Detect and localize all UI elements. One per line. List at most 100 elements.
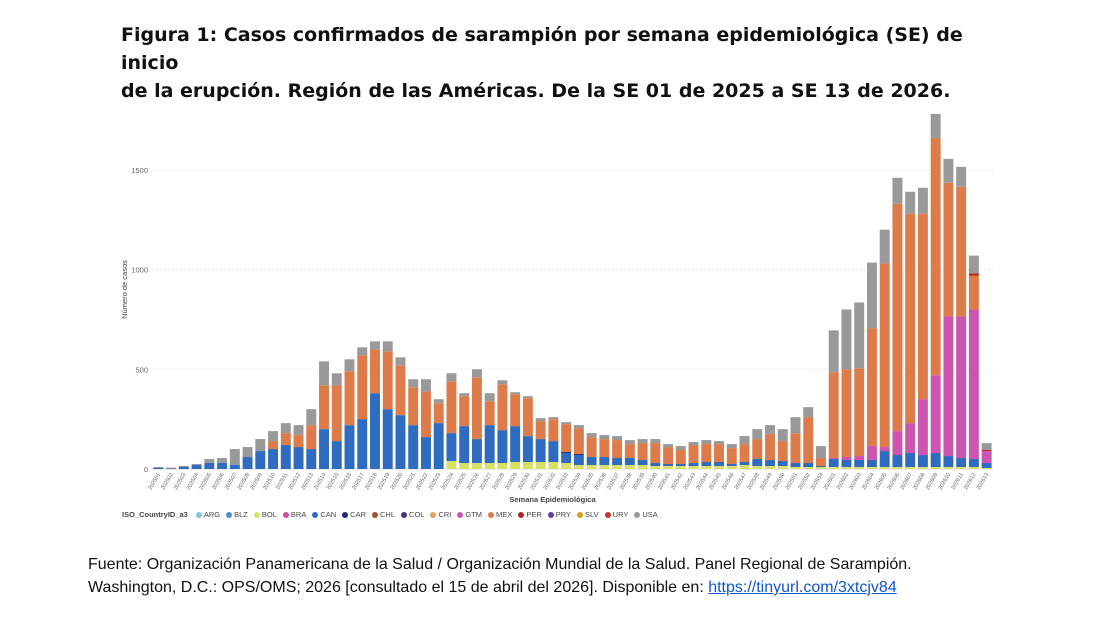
legend-item-ARG: ARG (195, 510, 221, 519)
source-line-1: Fuente: Organización Panamericana de la … (88, 556, 912, 573)
bar-MEX-202603 (854, 368, 865, 457)
legend-title: ISO_CountryID_a3 (122, 510, 188, 519)
bar-CAN-202538 (624, 458, 635, 466)
bar-CAN-202542 (675, 464, 686, 467)
bar-USA-202527 (484, 393, 495, 402)
bar-CAN-202603 (854, 460, 865, 468)
bar-CAN-202549 (765, 460, 775, 467)
bar-BOL-202543 (688, 466, 699, 469)
bar-MEX-202525 (459, 396, 470, 427)
legend-swatch-CRI (430, 511, 437, 518)
bar-USA-202601 (828, 330, 839, 373)
bar-USA-202613 (981, 443, 992, 451)
bar-MEX-202541 (663, 447, 674, 465)
legend-label-PRY: PRY (555, 510, 572, 519)
bar-CAN-202521 (408, 425, 419, 469)
bar-USA-202528 (497, 380, 508, 385)
legend-swatch-BRA (282, 511, 289, 518)
bar-CAN-202552 (803, 463, 814, 468)
bar-GTM-202601 (828, 458, 839, 460)
bar-MEX-202550 (777, 441, 788, 462)
bar-MEX-202546 (726, 448, 737, 465)
bar-USA-202521 (408, 379, 419, 388)
bar-CAN-202519 (382, 409, 393, 469)
bar-CAN-202610 (943, 456, 954, 468)
bar-CAN-202605 (879, 451, 890, 468)
bar-USA-202516 (344, 359, 355, 372)
bar-MEX-202602 (841, 369, 852, 458)
bar-GTM-202604 (866, 446, 877, 461)
bar-MEX-202607 (905, 213, 916, 424)
bar-BOL-202547 (739, 465, 750, 469)
legend-label-CAN: CAN (320, 510, 337, 519)
bar-CAN-202513 (306, 449, 317, 469)
bar-MEX-202551 (790, 433, 801, 464)
bar-MEX-202608 (917, 213, 928, 400)
bar-USA-202552 (803, 407, 814, 418)
bar-USA-202539 (637, 439, 648, 444)
bar-USA-202611 (956, 166, 967, 187)
bar-MEX-202537 (612, 440, 623, 459)
figure-title-line-1: Figura 1: Casos confirmados de sarampión… (121, 24, 963, 74)
bar-BOL-202528 (497, 463, 508, 469)
bar-CAN-202509 (255, 451, 266, 469)
bar-USA-202550 (777, 429, 788, 442)
bar-GTM-202608 (917, 399, 928, 456)
bar-USA-202545 (714, 441, 725, 445)
bar-USA-202536 (599, 435, 610, 440)
bar-USA-202604 (866, 262, 877, 329)
bar-USA-202518 (370, 341, 380, 350)
bar-USA-202542 (675, 446, 686, 451)
bar-CAN-202536 (599, 457, 610, 466)
bar-USA-202522 (420, 379, 431, 392)
bar-BOL-202612 (968, 467, 979, 469)
bar-CAN-202522 (420, 437, 431, 469)
bar-USA-202540 (650, 439, 661, 444)
bar-MEX-202529 (510, 394, 521, 427)
figure-source: Fuente: Organización Panamericana de la … (88, 553, 1048, 599)
legend-label-SLV: SLV (585, 510, 599, 519)
legend-label-ARG: ARG (203, 510, 221, 519)
legend-swatch-BOL (253, 511, 260, 518)
bar-USA-202532 (548, 417, 559, 420)
bar-MEX-202513 (306, 425, 317, 450)
bar-USA-202610 (943, 158, 954, 183)
legend-label-BRA: BRA (290, 510, 307, 519)
source-link[interactable]: https://tinyurl.com/3xtcjv84 (708, 579, 897, 596)
bar-BOL-202542 (675, 466, 686, 469)
chart-legend: ISO_CountryID_a3 ARG BLZ BOL BRA CAN CAR CHL COL… (122, 510, 658, 519)
bar-CAN-202613 (981, 463, 992, 469)
bar-GTM-202612 (968, 309, 979, 460)
legend-item-CHL: CHL (372, 510, 395, 519)
bar-CAN-202507 (229, 465, 240, 469)
bar-USA-202512 (293, 425, 304, 436)
bar-CAN-202514 (319, 429, 329, 469)
bar-MEX-202517 (357, 355, 368, 420)
bar-USA-202513 (306, 409, 317, 426)
bar-BOL-202525 (459, 463, 470, 469)
bar-CAN-202502 (166, 468, 177, 470)
legend-item-COL: COL (401, 510, 424, 519)
bar-CAN-202543 (688, 463, 699, 467)
bar-CAN-202546 (726, 464, 737, 467)
bar-MEX-202548 (752, 439, 763, 460)
bar-GTM-202602 (841, 457, 852, 461)
legend-label-USA: USA (642, 510, 658, 519)
bar-BOL-202553 (816, 467, 826, 469)
legend-swatch-URY (604, 511, 611, 518)
bar-MEX-202545 (714, 444, 725, 463)
bar-MEX-202547 (739, 444, 750, 463)
bar-CAN-202518 (370, 393, 380, 469)
bar-CAN-202544 (701, 462, 712, 467)
legend-item-CAR: CAR (342, 510, 366, 519)
bar-USA-202529 (510, 392, 521, 395)
bar-MEX-202518 (370, 349, 380, 394)
bar-CAR-202533 (561, 452, 572, 454)
source-line-2-text: Washington, D.C.: OPS/OMS; 2026 [consult… (88, 579, 709, 596)
bar-BOL-202607 (905, 467, 916, 469)
bar-USA-202548 (752, 429, 763, 440)
bar-CAN-202612 (968, 459, 979, 468)
bar-USA-202510 (268, 431, 279, 442)
bar-MEX-202604 (866, 328, 877, 447)
